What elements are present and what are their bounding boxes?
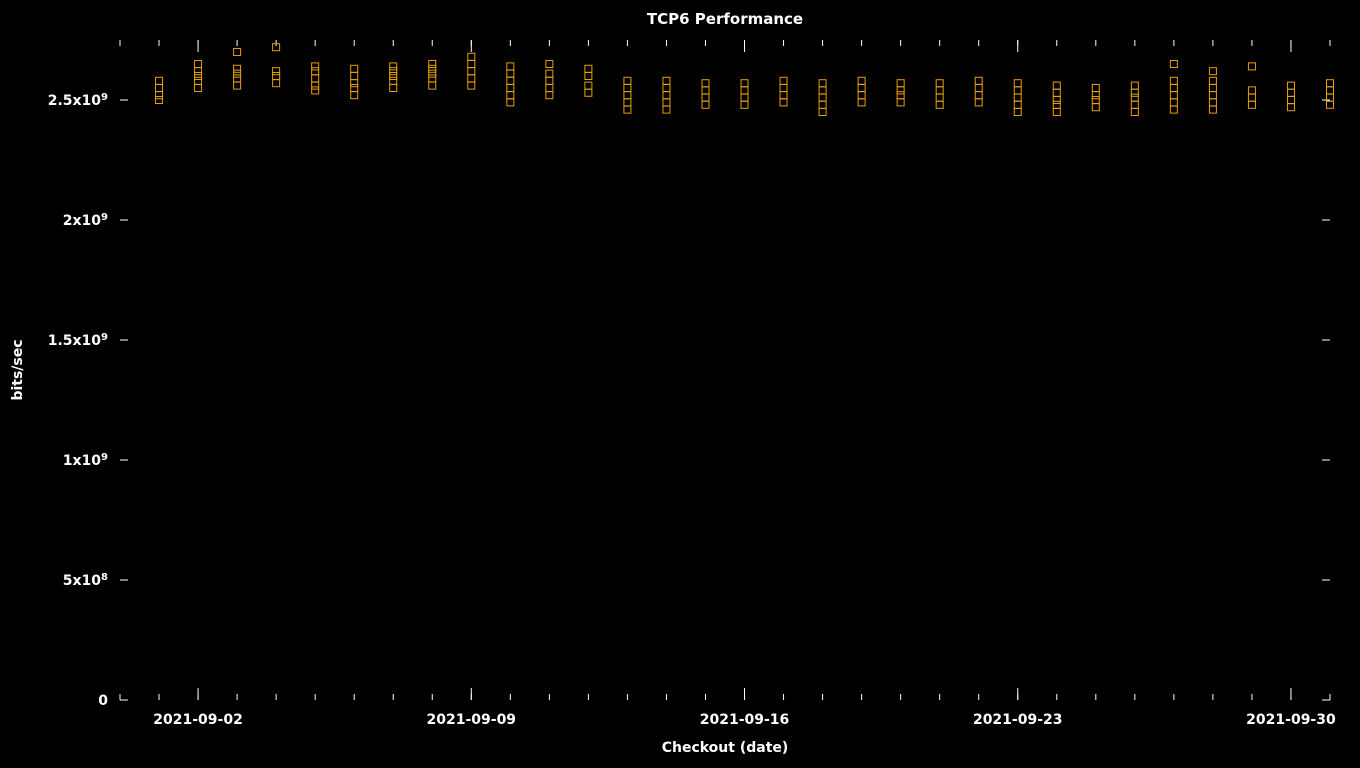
x-tick-label: 2021-09-09 xyxy=(427,712,517,728)
chart-background xyxy=(0,0,1360,768)
x-tick-label: 2021-09-30 xyxy=(1246,712,1336,728)
y-axis-label: bits/sec xyxy=(10,339,26,400)
x-tick-label: 2021-09-02 xyxy=(153,712,243,728)
y-tick-label: 0 xyxy=(98,693,108,709)
chart-title: TCP6 Performance xyxy=(647,10,803,28)
y-tick-label: 1.5x109 xyxy=(48,332,108,349)
x-tick-label: 2021-09-23 xyxy=(973,712,1063,728)
y-tick-label: 2.5x109 xyxy=(48,92,108,109)
x-tick-label: 2021-09-16 xyxy=(700,712,790,728)
x-axis-label: Checkout (date) xyxy=(662,740,789,756)
performance-chart: TCP6 Performance05x1081x1091.5x1092x1092… xyxy=(0,0,1360,768)
